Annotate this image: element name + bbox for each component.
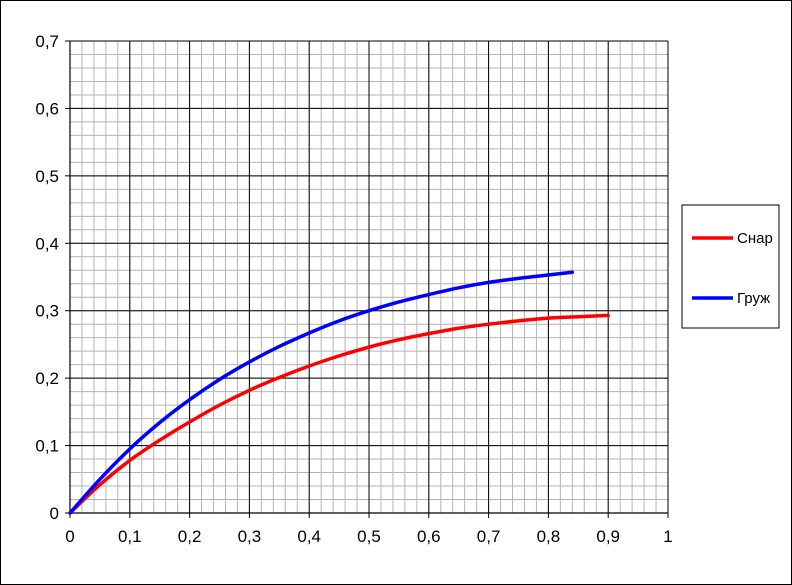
y-tick-label: 0,1 xyxy=(35,437,59,456)
x-tick-label: 0,5 xyxy=(357,527,381,546)
series-line-1 xyxy=(68,313,610,515)
y-tick-labels: 0 0,1 0,2 0,3 0,4 0,5 0,6 0,7 xyxy=(35,32,59,523)
series-line-2 xyxy=(68,270,575,515)
x-tick-label: 0,7 xyxy=(477,527,501,546)
series-lines xyxy=(68,270,610,515)
x-tick-label: 0,8 xyxy=(537,527,561,546)
minor-gridlines xyxy=(70,41,668,513)
y-tick-label: 0,7 xyxy=(35,32,59,51)
x-tick-label: 0,6 xyxy=(417,527,441,546)
x-tick-label: 1 xyxy=(663,527,672,546)
y-tick-label: 0,5 xyxy=(35,167,59,186)
y-tick-label: 0,2 xyxy=(35,369,59,388)
x-tick-labels: 0 0,1 0,2 0,3 0,4 0,5 0,6 0,7 0,8 0,9 1 xyxy=(65,527,672,546)
x-tick-label: 0 xyxy=(65,527,74,546)
y-tick-label: 0,4 xyxy=(35,234,59,253)
legend-box xyxy=(681,204,780,329)
legend-label: Груж xyxy=(737,290,770,307)
major-gridlines xyxy=(69,40,669,514)
y-tick-label: 0 xyxy=(50,504,59,523)
x-tick-label: 0,3 xyxy=(238,527,262,546)
legend-label: Снар xyxy=(737,230,773,247)
y-tick-label: 0,6 xyxy=(35,99,59,118)
y-tick-label: 0,3 xyxy=(35,302,59,321)
legend: Снар Груж xyxy=(681,204,780,329)
x-tick-label: 0,2 xyxy=(178,527,202,546)
x-tick-label: 0,9 xyxy=(596,527,620,546)
x-tick-label: 0,1 xyxy=(118,527,142,546)
x-tick-label: 0,4 xyxy=(297,527,321,546)
